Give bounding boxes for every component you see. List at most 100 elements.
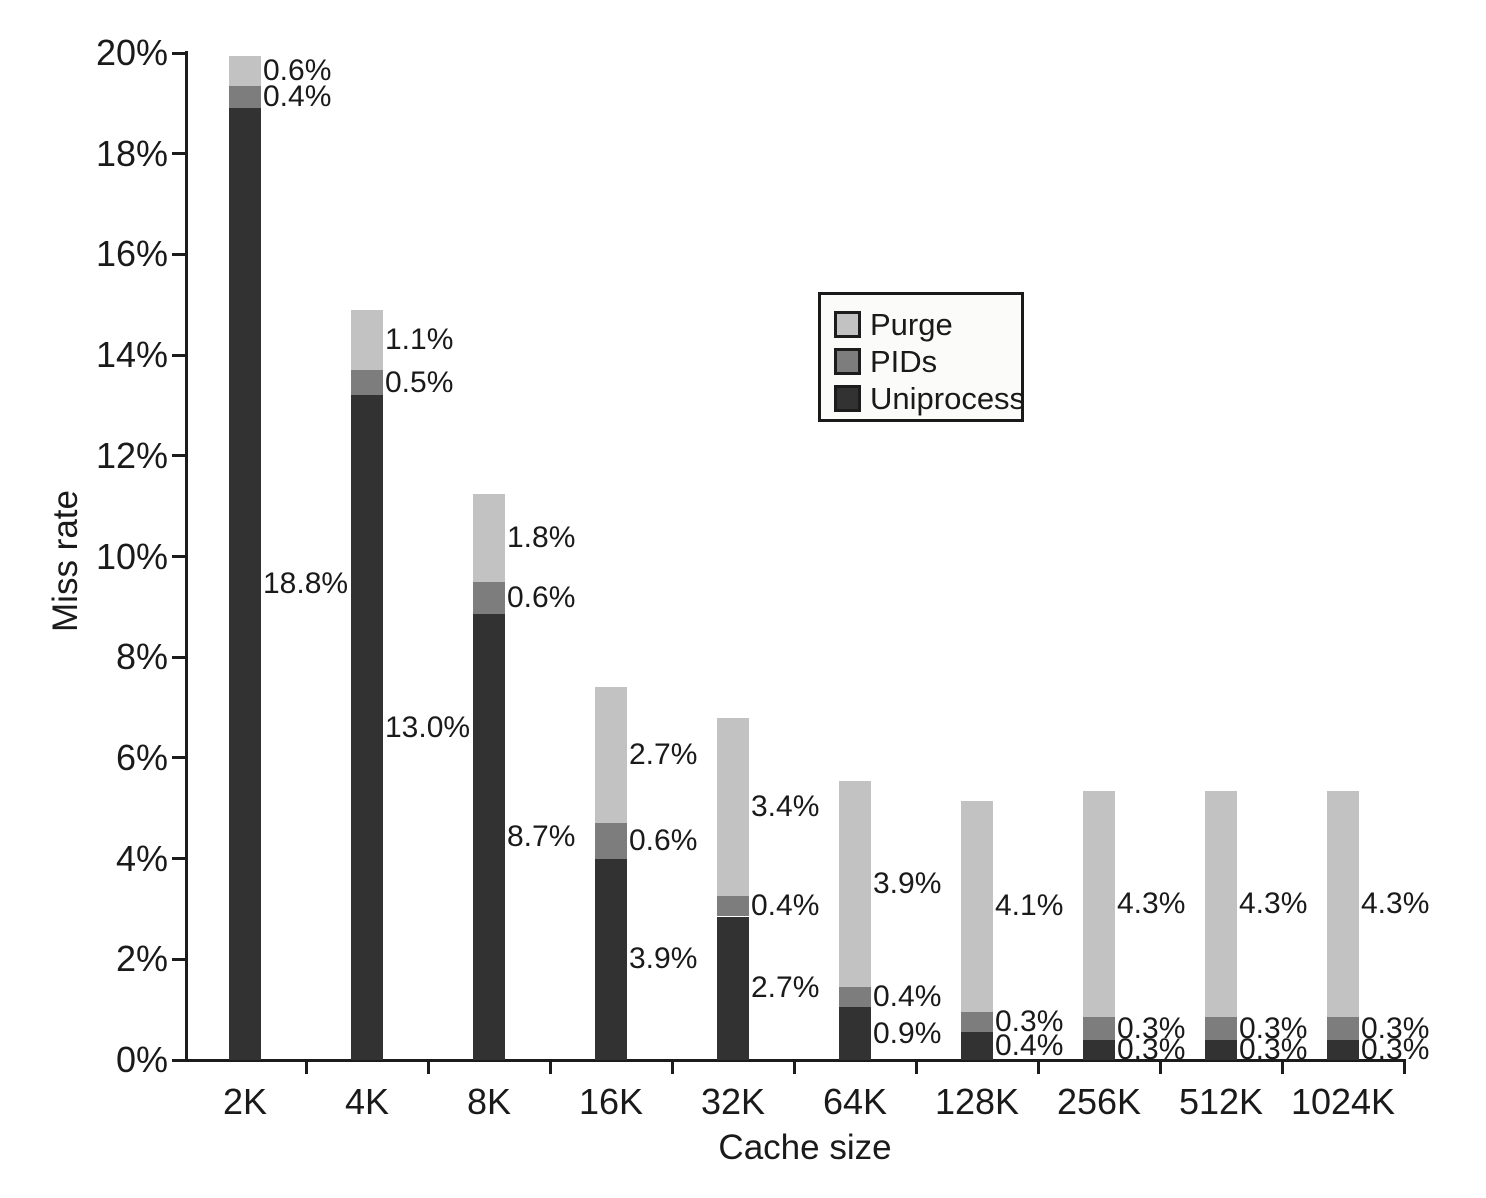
x-tick-label: 16K: [578, 1081, 644, 1122]
x-axis-tick: [426, 1060, 430, 1074]
bar-segment-uniprocess: [473, 614, 505, 1060]
x-axis-tick: [1402, 1060, 1406, 1074]
x-tick-label: 256K: [1056, 1081, 1142, 1122]
data-label-uniprocess: 0.3%: [1239, 1032, 1308, 1066]
bar-segment-pids: [595, 823, 627, 859]
data-label-uniprocess: 0.3%: [1117, 1032, 1186, 1066]
y-axis-tick: [172, 957, 185, 961]
x-tick-label: 8K: [466, 1081, 512, 1122]
data-label-purge: 3.9%: [873, 866, 942, 900]
x-axis-tick: [670, 1060, 674, 1074]
y-axis-tick: [172, 857, 185, 861]
data-label-purge: 0.6%: [263, 53, 332, 87]
bar-segment-pids: [229, 85, 261, 109]
x-axis-tick: [792, 1060, 796, 1074]
y-axis-tick: [172, 555, 185, 558]
bar-segment-purge: [1083, 790, 1115, 1018]
data-label-pids: 0.6%: [629, 823, 698, 857]
bar-segment-purge: [961, 800, 993, 1013]
bar-segment-uniprocess: [229, 108, 261, 1060]
data-label-pids: 0.3%: [1361, 1011, 1430, 1045]
data-label-uniprocess: 13.0%: [385, 710, 471, 744]
bar-segment-pids: [1327, 1017, 1359, 1040]
x-tick-label: 2K: [222, 1081, 268, 1122]
data-label-purge: 4.3%: [1117, 886, 1186, 920]
data-label-pids: 0.4%: [873, 980, 942, 1014]
y-tick-label: 16%: [95, 233, 168, 275]
x-tick-label: 64K: [822, 1081, 888, 1122]
pids-swatch-icon: [834, 348, 861, 375]
y-axis-tick: [172, 252, 185, 256]
data-label-uniprocess: 18.8%: [263, 567, 349, 601]
legend-row-purge: Purge: [834, 306, 1021, 343]
data-label-pids: 0.4%: [751, 889, 820, 923]
bar-segment-uniprocess: [1205, 1039, 1237, 1060]
data-label-purge: 2.7%: [629, 738, 698, 772]
bar-segment-uniprocess: [351, 395, 383, 1060]
y-axis-title: Miss rate: [46, 490, 85, 632]
y-axis-tick: [172, 655, 185, 659]
x-tick-label: 512K: [1178, 1081, 1264, 1122]
data-label-uniprocess: 0.9%: [873, 1016, 942, 1050]
y-tick-label: 18%: [95, 132, 168, 174]
data-label-purge: 4.1%: [995, 889, 1064, 923]
y-tick-label: 10%: [95, 535, 168, 577]
bar-segment-pids: [961, 1012, 993, 1033]
x-axis-tick: [548, 1060, 552, 1074]
legend-row-uniprocess: Uniprocess: [834, 380, 1025, 417]
bar-segment-purge: [1327, 790, 1359, 1018]
legend-row-pids: PIDs: [834, 343, 1021, 380]
x-tick-label: 128K: [934, 1081, 1020, 1122]
bar-segment-pids: [473, 581, 505, 615]
data-label-pids: 0.3%: [1117, 1011, 1186, 1045]
x-tick-label: 32K: [700, 1081, 766, 1122]
data-label-pids: 0.3%: [995, 1005, 1064, 1039]
x-axis-tick: [1280, 1060, 1284, 1074]
bar-segment-purge: [1205, 790, 1237, 1018]
y-tick-label: 8%: [115, 636, 168, 678]
bar-segment-uniprocess: [839, 1007, 871, 1060]
bar-segment-pids: [351, 370, 383, 396]
bar-segment-purge: [717, 717, 749, 897]
x-axis-tick: [1158, 1060, 1162, 1074]
data-label-pids: 0.5%: [385, 365, 454, 399]
y-tick-label: 2%: [115, 938, 168, 980]
bar-segment-purge: [351, 309, 383, 371]
bar-segment-uniprocess: [595, 858, 627, 1060]
x-axis-tick: [304, 1060, 308, 1074]
y-tick-label: 4%: [115, 837, 168, 879]
bar-segment-purge: [595, 687, 627, 824]
y-tick-label: 0%: [115, 1039, 168, 1080]
y-axis-tick: [172, 1058, 185, 1062]
bar-segment-uniprocess: [961, 1032, 993, 1060]
data-label-pids: 0.4%: [263, 80, 332, 114]
y-axis: [185, 51, 188, 1062]
legend-label-purge: Purge: [870, 307, 953, 342]
data-label-purge: 4.3%: [1361, 886, 1430, 920]
uniprocess-swatch-icon: [834, 385, 861, 412]
x-axis: [185, 1059, 1406, 1062]
y-tick-label: 6%: [115, 736, 168, 778]
data-label-purge: 1.8%: [507, 520, 576, 554]
purge-swatch-icon: [834, 311, 861, 338]
bar-segment-purge: [473, 493, 505, 582]
legend-label-uniprocess: Uniprocess: [870, 381, 1026, 416]
bar-segment-purge: [229, 55, 261, 86]
x-axis-tick: [914, 1060, 918, 1074]
x-axis-tick: [1036, 1060, 1040, 1074]
data-label-pids: 0.3%: [1239, 1011, 1308, 1045]
y-tick-label: 20%: [95, 32, 168, 73]
x-tick-label: 4K: [344, 1081, 390, 1122]
bar-segment-pids: [717, 896, 749, 917]
bar-segment-pids: [1083, 1017, 1115, 1040]
bar-segment-pids: [1205, 1017, 1237, 1040]
data-label-purge: 4.3%: [1239, 886, 1308, 920]
y-axis-tick: [172, 756, 185, 760]
data-label-purge: 3.4%: [751, 789, 820, 823]
y-axis-tick: [172, 51, 185, 55]
data-label-uniprocess: 2.7%: [751, 971, 820, 1005]
y-axis-tick: [172, 152, 185, 156]
y-axis-tick: [172, 454, 185, 458]
legend-label-pids: PIDs: [870, 344, 938, 379]
